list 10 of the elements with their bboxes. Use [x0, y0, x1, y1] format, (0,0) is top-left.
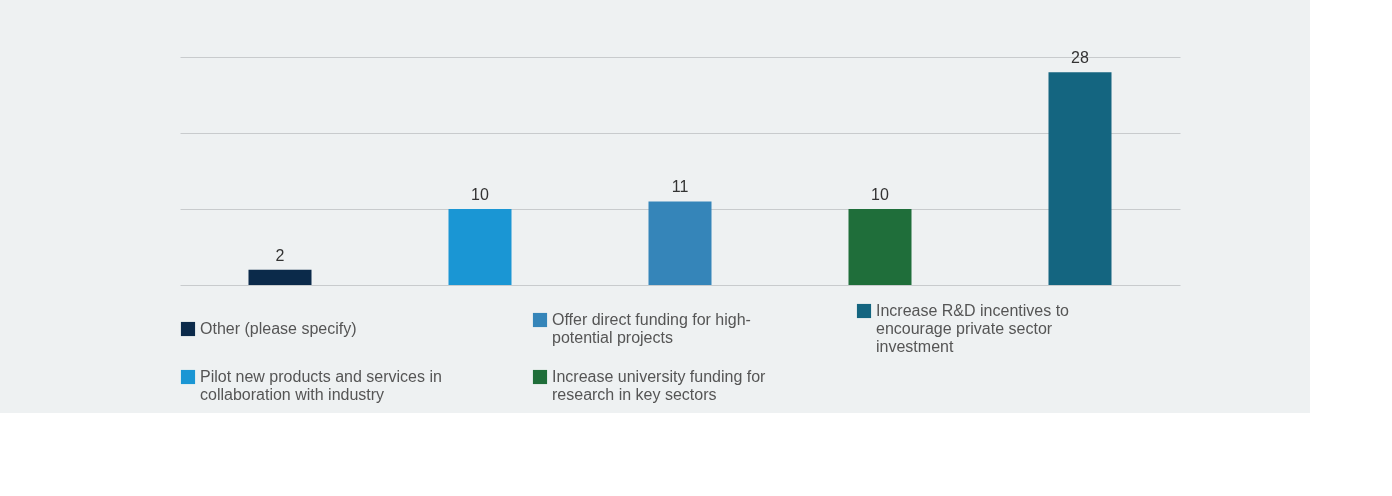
legend-label: Other (please specify)	[200, 320, 357, 337]
data-label: 11	[671, 178, 689, 196]
legend-label: Increase R&D incentives to encourage private sector investment	[876, 302, 1070, 355]
legend-label: Offer direct funding for high-potential projects	[552, 311, 751, 346]
legend-label: Pilot new products and services in collaboration with industry	[200, 368, 442, 403]
data-label: 10	[471, 186, 489, 203]
data-label: 28	[1071, 49, 1089, 67]
data-label: 10	[871, 186, 889, 203]
data-label: 2	[275, 246, 285, 264]
legend-label: Increase university funding for research in key sectors	[552, 368, 767, 403]
